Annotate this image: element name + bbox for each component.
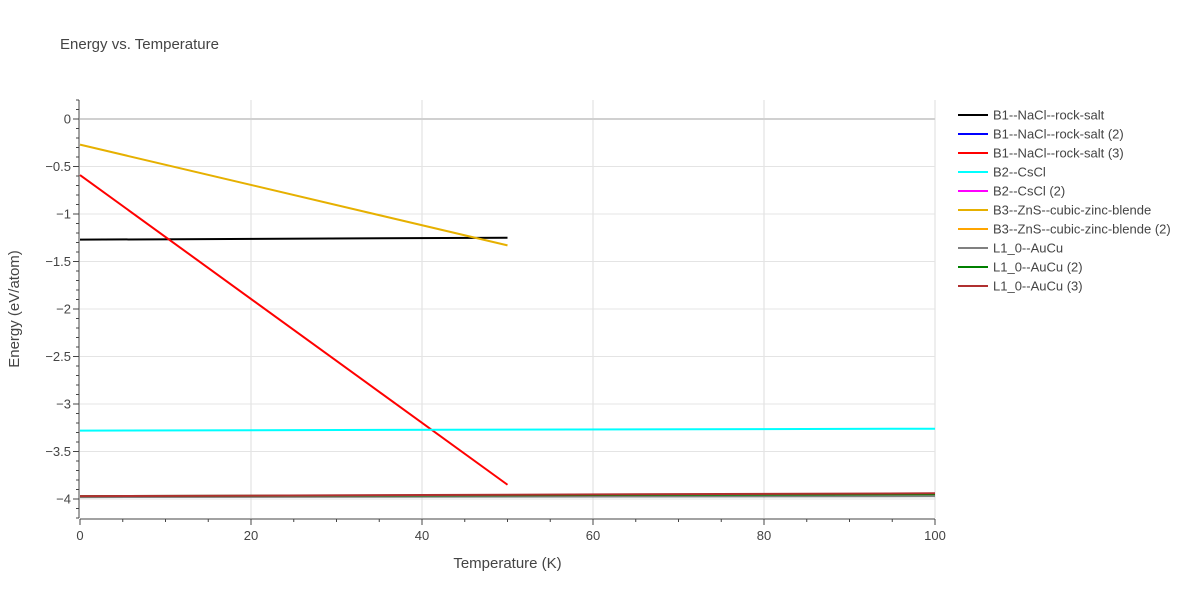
legend-label[interactable]: L1_0--AuCu (993, 241, 1063, 256)
x-axis-title: Temperature (K) (453, 555, 561, 572)
series-line (79, 495, 936, 499)
y-tick-label: −1 (56, 207, 71, 222)
series-line (79, 427, 936, 432)
chart-title: Energy vs. Temperature (60, 36, 219, 53)
legend-label[interactable]: B3--ZnS--cubic-zinc-blende (2) (993, 222, 1171, 237)
x-axis-ticks: 0 20 40 60 80 100 (76, 519, 946, 543)
y-axis-title: Energy (eV/atom) (6, 250, 23, 368)
legend[interactable]: B1--NaCl--rock-salt B1--NaCl--rock-salt (… (958, 108, 1171, 294)
grid-lines (80, 100, 936, 518)
legend-label[interactable]: L1_0--AuCu (3) (993, 279, 1083, 294)
series-line (79, 143, 508, 247)
legend-label[interactable]: B2--CsCl (993, 165, 1046, 180)
y-tick-label: −0.5 (45, 159, 71, 174)
series-line (79, 236, 508, 241)
y-axis-ticks: 0 −0.5 −1 −1.5 −2 −2.5 −3 −3.5 −4 (45, 99, 79, 519)
legend-label[interactable]: B1--NaCl--rock-salt (3) (993, 146, 1124, 161)
y-tick-label: −2 (56, 302, 71, 317)
legend-label[interactable]: B1--NaCl--rock-salt (993, 108, 1105, 123)
series-lines (79, 143, 936, 499)
y-tick-label: −4 (56, 492, 71, 507)
y-tick-label: −2.5 (45, 349, 71, 364)
y-tick-label: −3 (56, 397, 71, 412)
x-tick-label: 0 (76, 528, 83, 543)
legend-label[interactable]: B1--NaCl--rock-salt (2) (993, 127, 1124, 142)
legend-label[interactable]: B2--CsCl (2) (993, 184, 1065, 199)
y-tick-label: −1.5 (45, 254, 71, 269)
y-tick-label: −3.5 (45, 444, 71, 459)
y-tick-label: 0 (64, 112, 71, 127)
legend-label[interactable]: L1_0--AuCu (2) (993, 260, 1083, 275)
legend-label[interactable]: B3--ZnS--cubic-zinc-blende (993, 203, 1151, 218)
x-tick-label: 60 (586, 528, 600, 543)
x-tick-label: 80 (757, 528, 771, 543)
series-line (79, 174, 509, 486)
x-tick-label: 100 (924, 528, 946, 543)
x-tick-label: 20 (244, 528, 258, 543)
x-tick-label: 40 (415, 528, 429, 543)
series-line (79, 492, 936, 498)
